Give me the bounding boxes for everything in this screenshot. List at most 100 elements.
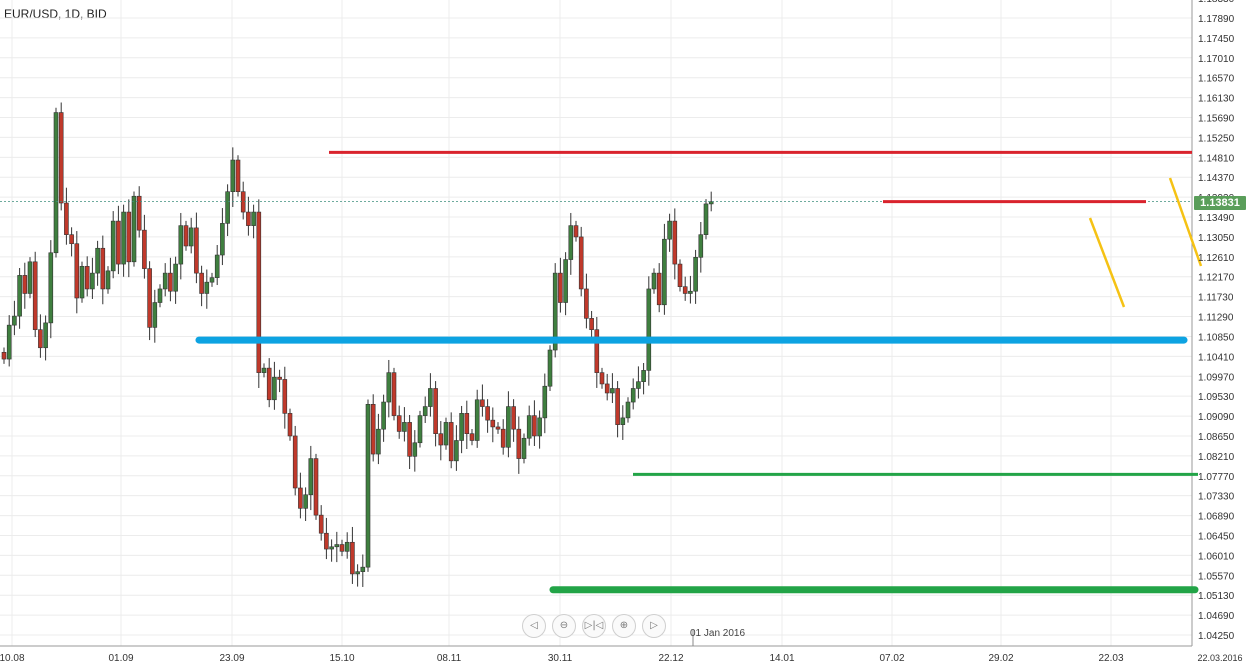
candle-body	[464, 413, 470, 435]
x-tick-label: 22.12	[658, 653, 683, 664]
candle-body	[500, 428, 506, 448]
candle-body	[74, 243, 80, 299]
y-tick-label: 1.17010	[1198, 54, 1235, 65]
candle-body	[542, 385, 548, 419]
candle-body	[563, 259, 568, 303]
candle-body	[594, 329, 600, 373]
current-price-badge: 1.13831	[1194, 196, 1246, 210]
candle-body	[630, 388, 636, 403]
candle-body	[64, 202, 69, 235]
candle-body	[589, 318, 594, 330]
candle-body	[641, 370, 646, 382]
axes	[0, 0, 1193, 647]
y-tick-label: 1.14370	[1198, 173, 1235, 184]
candle-body	[459, 413, 464, 441]
candle-body	[578, 236, 584, 290]
candle-body	[532, 415, 537, 437]
x-tick-label: 10.08	[0, 653, 25, 664]
x-tick-label: 30.11	[548, 653, 573, 664]
candle-body	[38, 329, 43, 349]
y-tick-label: 1.10850	[1198, 332, 1235, 343]
candle-body	[178, 225, 184, 265]
y-tick-label: 1.18330	[1198, 0, 1235, 5]
candle-body	[6, 324, 12, 360]
candle-body	[266, 367, 272, 401]
candle-body	[79, 266, 85, 299]
candle-body	[376, 428, 381, 455]
candle-body	[116, 220, 121, 265]
y-tick-label: 1.12610	[1198, 253, 1235, 264]
y-tick-label: 1.08210	[1198, 452, 1235, 463]
scroll-right-button[interactable]: ▷	[642, 614, 666, 638]
zoom-in-button[interactable]: ⊕	[612, 614, 636, 638]
candle-body	[568, 225, 574, 260]
candle-body	[214, 254, 220, 278]
candle-body	[474, 399, 480, 441]
grid	[0, 0, 1192, 646]
candle-body	[199, 272, 204, 294]
x-tick-label: 01.09	[108, 653, 133, 664]
candle-body	[27, 261, 33, 294]
candle-body	[183, 225, 189, 247]
y-tick-label: 1.07330	[1198, 492, 1235, 503]
candle-body	[646, 288, 652, 371]
y-tick-label: 1.06010	[1198, 551, 1235, 562]
candle-body	[235, 159, 241, 193]
candle-body	[495, 426, 501, 430]
candle-body	[516, 428, 522, 459]
candle-body	[620, 417, 626, 425]
candle-body	[438, 433, 444, 446]
candle-body	[277, 376, 282, 380]
candle-body	[370, 404, 376, 455]
chart-navigation: ◁ ⊖ ▷|◁ ⊕ ▷	[522, 614, 666, 638]
candle-body	[43, 322, 48, 349]
candle-body	[152, 302, 158, 328]
y-tick-label: 1.13050	[1198, 233, 1235, 244]
candle-body	[365, 404, 371, 568]
candle-body	[225, 191, 230, 224]
y-tick-label: 1.17450	[1198, 34, 1235, 45]
reset-view-button[interactable]: ▷|◁	[582, 614, 606, 638]
candle-body	[360, 566, 366, 572]
y-tick-label: 1.08650	[1198, 432, 1235, 443]
candle-body	[32, 261, 38, 330]
candle-body	[651, 272, 657, 290]
y-tick-label: 1.06890	[1198, 512, 1235, 523]
candle-body	[428, 388, 433, 407]
candle-body	[69, 234, 74, 245]
candle-body	[324, 532, 329, 550]
y-tick-label: 1.15690	[1198, 114, 1235, 125]
candle-body	[610, 388, 615, 394]
candle-body	[448, 422, 454, 462]
y-tick-label: 1.16130	[1198, 94, 1235, 105]
candle-body	[672, 220, 678, 265]
zoom-out-button[interactable]: ⊖	[552, 614, 576, 638]
candle-body	[220, 223, 225, 256]
candle-body	[282, 379, 288, 414]
candle-body	[521, 437, 527, 459]
candle-body	[58, 112, 64, 204]
y-tick-label: 1.14810	[1198, 153, 1235, 164]
candle-body	[147, 268, 152, 328]
scroll-left-button[interactable]: ◁	[522, 614, 546, 638]
candle-body	[84, 266, 90, 290]
candle-body	[131, 195, 137, 263]
x-axis-labels: 10.08 01.09 23.09 15.10 08.11 30.11 22.12 14.01…	[0, 653, 1243, 664]
candle-body	[552, 272, 558, 351]
y-tick-label: 1.09530	[1198, 392, 1235, 403]
date-marker: 01 Jan 2016	[690, 628, 746, 639]
y-tick-label: 1.10410	[1198, 352, 1235, 363]
candle-body	[454, 440, 459, 462]
candle-body	[204, 281, 210, 294]
y-tick-label: 1.17890	[1198, 14, 1235, 25]
candle-body	[573, 225, 579, 238]
candle-body	[251, 211, 256, 226]
candle-body	[110, 220, 116, 272]
candle-body	[188, 227, 194, 247]
x-tick-label: 14.01	[769, 653, 794, 664]
candle-body	[1, 351, 7, 360]
candle-body	[209, 277, 215, 283]
candle-body	[703, 203, 709, 235]
candle-body	[391, 372, 397, 416]
